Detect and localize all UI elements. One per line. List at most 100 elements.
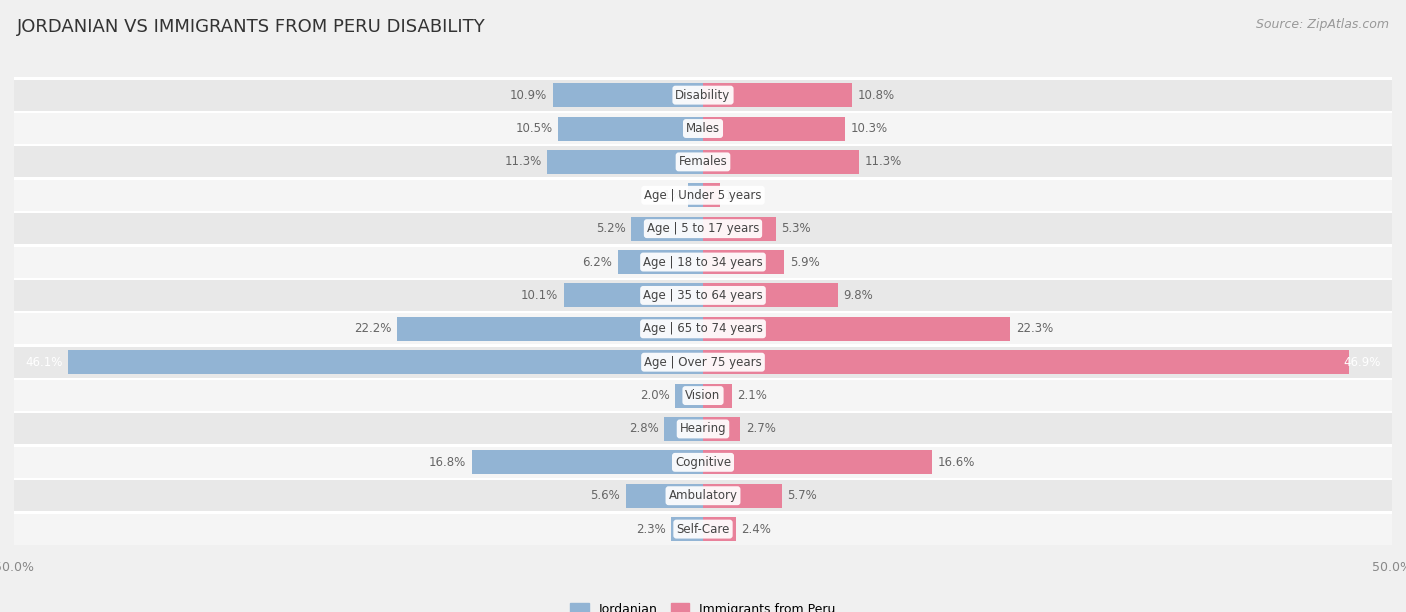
Bar — [14, 144, 1392, 146]
Text: Cognitive: Cognitive — [675, 456, 731, 469]
Bar — [631, 217, 703, 241]
Bar — [14, 213, 1392, 244]
Text: 22.3%: 22.3% — [1015, 323, 1053, 335]
Bar — [471, 450, 703, 474]
Text: 46.1%: 46.1% — [25, 356, 62, 368]
Bar — [14, 80, 1392, 111]
Text: Vision: Vision — [685, 389, 721, 402]
Text: Disability: Disability — [675, 89, 731, 102]
Bar — [14, 444, 1392, 447]
Text: Ambulatory: Ambulatory — [668, 489, 738, 502]
Bar — [703, 483, 782, 508]
Bar — [703, 283, 838, 307]
Text: 2.8%: 2.8% — [628, 422, 659, 436]
Text: 5.6%: 5.6% — [591, 489, 620, 502]
Text: 22.2%: 22.2% — [354, 323, 392, 335]
Text: Age | 65 to 74 years: Age | 65 to 74 years — [643, 323, 763, 335]
Bar — [14, 480, 1392, 511]
Text: 9.8%: 9.8% — [844, 289, 873, 302]
Bar — [396, 317, 703, 341]
Text: JORDANIAN VS IMMIGRANTS FROM PERU DISABILITY: JORDANIAN VS IMMIGRANTS FROM PERU DISABI… — [17, 18, 485, 36]
Bar — [14, 478, 1392, 480]
Text: Age | 35 to 64 years: Age | 35 to 64 years — [643, 289, 763, 302]
Bar — [14, 313, 1392, 345]
Bar — [14, 211, 1392, 213]
Text: 5.7%: 5.7% — [787, 489, 817, 502]
Bar — [675, 384, 703, 408]
Bar — [617, 250, 703, 274]
Bar — [703, 183, 720, 207]
Bar — [14, 278, 1392, 280]
Bar — [14, 414, 1392, 444]
Text: Source: ZipAtlas.com: Source: ZipAtlas.com — [1256, 18, 1389, 31]
Text: 46.9%: 46.9% — [1344, 356, 1381, 368]
Text: 5.9%: 5.9% — [790, 256, 820, 269]
Text: Age | 5 to 17 years: Age | 5 to 17 years — [647, 222, 759, 235]
Bar — [558, 116, 703, 141]
Text: Males: Males — [686, 122, 720, 135]
Text: 2.7%: 2.7% — [745, 422, 776, 436]
Bar — [703, 417, 740, 441]
Bar — [703, 517, 737, 541]
Legend: Jordanian, Immigrants from Peru: Jordanian, Immigrants from Peru — [565, 598, 841, 612]
Bar — [14, 111, 1392, 113]
Bar — [14, 146, 1392, 177]
Text: 1.2%: 1.2% — [725, 188, 755, 202]
Bar — [14, 177, 1392, 180]
Text: Age | 18 to 34 years: Age | 18 to 34 years — [643, 256, 763, 269]
Bar — [14, 113, 1392, 144]
Bar — [14, 346, 1392, 378]
Bar — [14, 513, 1392, 545]
Bar — [665, 417, 703, 441]
Text: 6.2%: 6.2% — [582, 256, 612, 269]
Text: 10.8%: 10.8% — [858, 89, 894, 102]
Bar — [703, 450, 932, 474]
Text: Hearing: Hearing — [679, 422, 727, 436]
Text: 10.3%: 10.3% — [851, 122, 887, 135]
Bar — [703, 317, 1011, 341]
Bar — [14, 77, 1392, 80]
Text: Females: Females — [679, 155, 727, 168]
Bar — [14, 311, 1392, 313]
Text: 5.2%: 5.2% — [596, 222, 626, 235]
Bar — [14, 180, 1392, 211]
Text: 2.0%: 2.0% — [640, 389, 669, 402]
Text: Self-Care: Self-Care — [676, 523, 730, 536]
Text: Age | Under 5 years: Age | Under 5 years — [644, 188, 762, 202]
Text: 16.8%: 16.8% — [429, 456, 465, 469]
Text: 2.4%: 2.4% — [741, 523, 772, 536]
Text: 2.3%: 2.3% — [636, 523, 666, 536]
Bar — [703, 217, 776, 241]
Bar — [703, 384, 733, 408]
Text: 11.3%: 11.3% — [865, 155, 901, 168]
Text: Age | Over 75 years: Age | Over 75 years — [644, 356, 762, 368]
Bar — [14, 447, 1392, 478]
Bar — [703, 150, 859, 174]
Bar — [14, 380, 1392, 411]
Bar — [626, 483, 703, 508]
Bar — [14, 411, 1392, 414]
Bar — [14, 345, 1392, 346]
Bar — [703, 83, 852, 107]
Bar — [14, 247, 1392, 278]
Bar — [564, 283, 703, 307]
Bar — [688, 183, 703, 207]
Text: 10.9%: 10.9% — [510, 89, 547, 102]
Bar — [703, 350, 1350, 374]
Bar — [703, 250, 785, 274]
Bar — [703, 116, 845, 141]
Bar — [553, 83, 703, 107]
Text: 2.1%: 2.1% — [738, 389, 768, 402]
Bar — [14, 378, 1392, 380]
Bar — [671, 517, 703, 541]
Text: 16.6%: 16.6% — [938, 456, 974, 469]
Bar — [67, 350, 703, 374]
Bar — [14, 511, 1392, 513]
Text: 10.1%: 10.1% — [522, 289, 558, 302]
Text: 5.3%: 5.3% — [782, 222, 811, 235]
Bar — [14, 244, 1392, 247]
Text: 11.3%: 11.3% — [505, 155, 541, 168]
Text: 1.1%: 1.1% — [652, 188, 682, 202]
Bar — [547, 150, 703, 174]
Text: 10.5%: 10.5% — [516, 122, 553, 135]
